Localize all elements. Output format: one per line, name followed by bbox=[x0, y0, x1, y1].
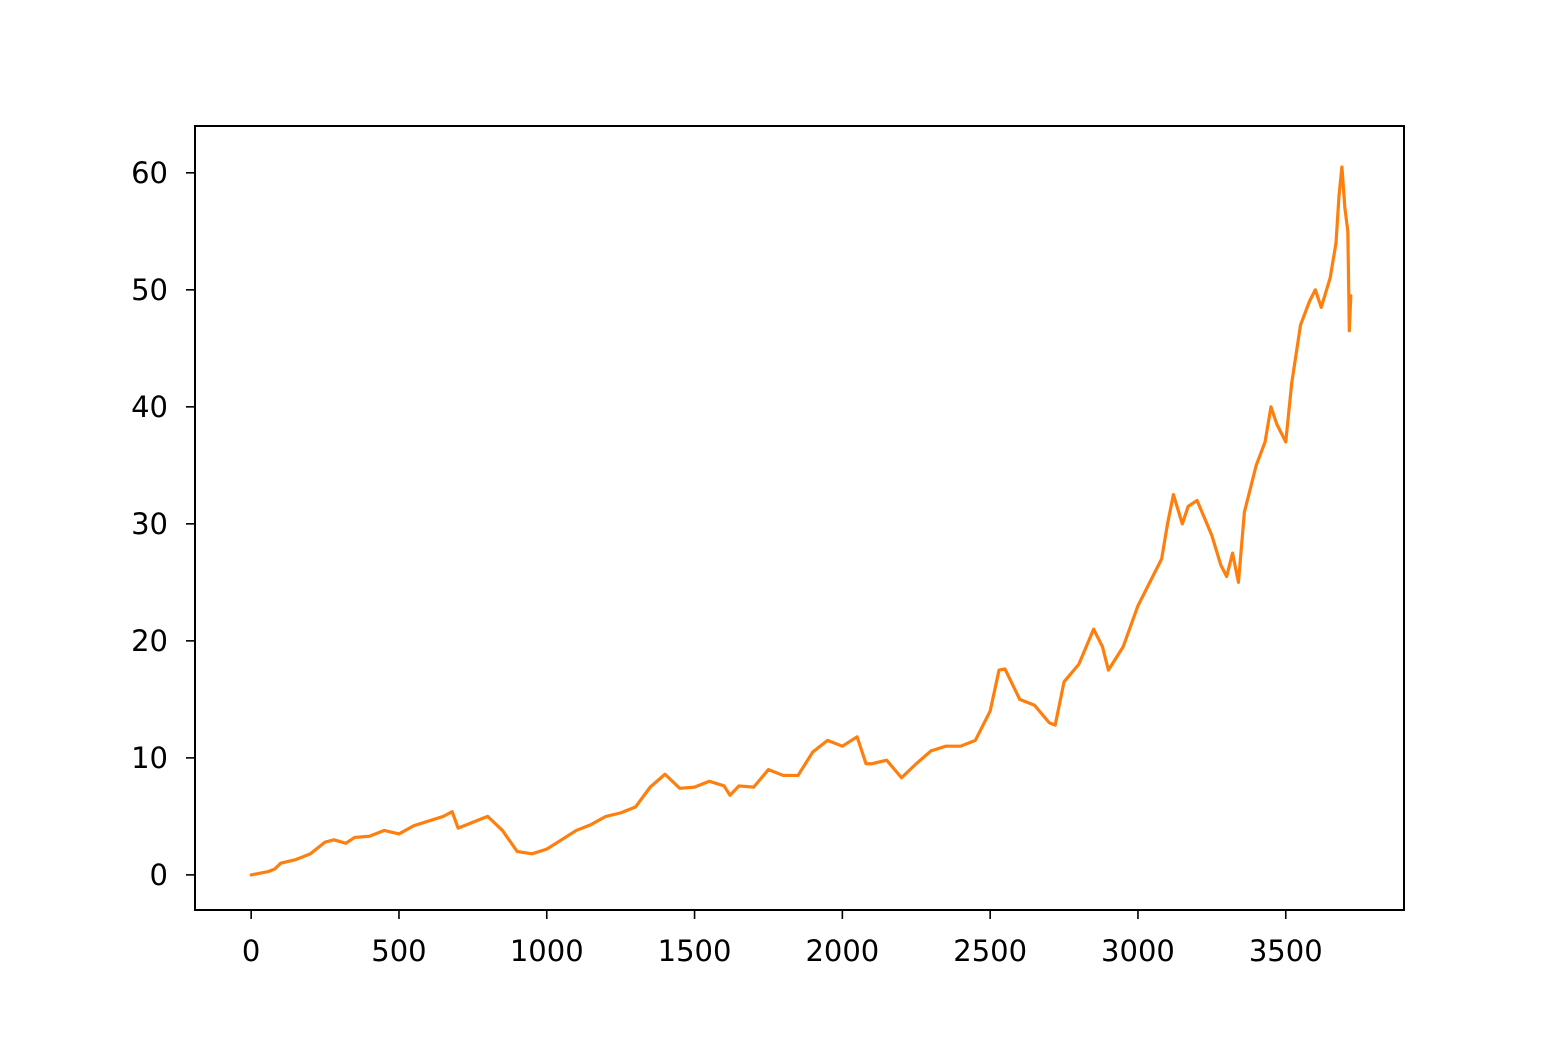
x-tick-label: 1000 bbox=[510, 934, 584, 968]
y-tick-label: 60 bbox=[131, 156, 168, 190]
y-tick-label: 40 bbox=[131, 390, 168, 424]
x-tick-label: 0 bbox=[242, 934, 260, 968]
y-tick-label: 20 bbox=[131, 624, 168, 658]
y-tick-label: 30 bbox=[131, 507, 168, 541]
x-tick-label: 2000 bbox=[805, 934, 879, 968]
axes-frame bbox=[194, 125, 1405, 911]
y-tick-label: 50 bbox=[131, 273, 168, 307]
y-axis: 0 10 20 30 40 50 60 bbox=[131, 156, 195, 892]
x-tick-label: 2500 bbox=[953, 934, 1027, 968]
x-tick-label: 3000 bbox=[1101, 934, 1175, 968]
x-axis: 0 500 1000 1500 2000 2500 3000 3500 bbox=[242, 910, 1323, 968]
series-line-1 bbox=[249, 165, 1353, 877]
y-tick-label: 10 bbox=[131, 741, 168, 775]
y-tick-label: 0 bbox=[150, 858, 168, 892]
x-tick-label: 1500 bbox=[658, 934, 732, 968]
x-tick-label: 500 bbox=[371, 934, 426, 968]
plot-area bbox=[249, 165, 1353, 877]
x-tick-label: 3500 bbox=[1249, 934, 1323, 968]
